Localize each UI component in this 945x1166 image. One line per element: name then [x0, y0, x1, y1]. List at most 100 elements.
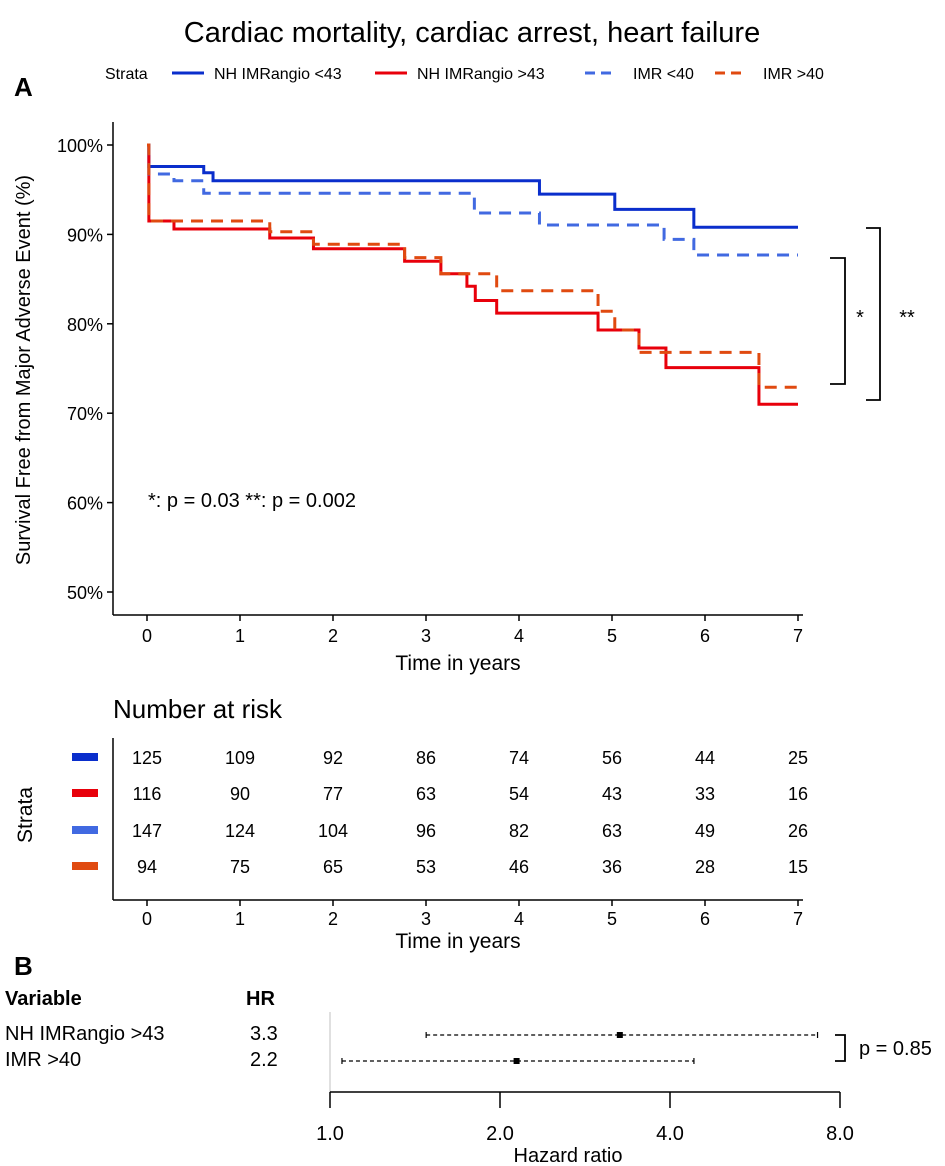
risk-count: 147 [132, 821, 162, 841]
x-tick-label: 4 [514, 626, 524, 646]
risk-count: 46 [509, 857, 529, 877]
legend: Strata NH IMRangio <43 NH IMRangio >43 IMR… [105, 66, 824, 83]
survival-curve-3 [147, 143, 798, 257]
risk-x-tick-label: 0 [142, 909, 152, 929]
legend-label: IMR <40 [633, 66, 694, 83]
variable-header: Variable [5, 988, 82, 1010]
risk-count: 63 [602, 821, 622, 841]
variable-name: NH IMRangio >43 [5, 1023, 165, 1045]
risk-count: 15 [788, 857, 808, 877]
risk-count: 53 [416, 857, 436, 877]
x-tick-label: 2 [328, 626, 338, 646]
survival-curve-1 [147, 143, 798, 229]
forest-pvalue: p = 0.85 [859, 1038, 932, 1060]
bracket-double [866, 227, 881, 401]
double-star-label: ** [899, 307, 915, 329]
risk-count: 86 [416, 748, 436, 768]
km-plot: Survival Free from Major Adverse Event (… [13, 122, 915, 675]
risk-count: 26 [788, 821, 808, 841]
legend-label: IMR >40 [763, 66, 824, 83]
risk-count: 28 [695, 857, 715, 877]
legend-label: NH IMRangio <43 [214, 66, 342, 83]
risk-count: 63 [416, 784, 436, 804]
risk-count: 109 [225, 748, 255, 768]
y-tick-label: 60% [67, 494, 103, 514]
legend-label: NH IMRangio >43 [417, 66, 545, 83]
y-tick-label: 70% [67, 404, 103, 424]
panel-label-a: A [14, 72, 33, 102]
y-tick-label: 90% [67, 225, 103, 245]
strata-color-key [72, 862, 98, 870]
risk-count: 90 [230, 784, 250, 804]
risk-table: Number at risk Strata Time in years 125 1… [14, 694, 808, 953]
risk-count: 124 [225, 821, 255, 841]
risk-count: 56 [602, 748, 622, 768]
strata-color-key [72, 826, 98, 834]
risk-count: 75 [230, 857, 250, 877]
x-tick-label: 1 [235, 626, 245, 646]
forest-x-tick-label: 8.0 [826, 1123, 854, 1145]
y-tick-label: 80% [67, 315, 103, 335]
hr-value: 2.2 [250, 1049, 278, 1071]
risk-x-tick-label: 7 [793, 909, 803, 929]
y-tick-label: 50% [67, 583, 103, 603]
survival-curve-2 [147, 143, 798, 406]
forest-plot: Variable HR Hazard ratio p = 0.85 1.0 2.0… [5, 988, 932, 1166]
risk-x-tick-label: 6 [700, 909, 710, 929]
risk-count: 36 [602, 857, 622, 877]
survival-curve-4 [147, 143, 798, 389]
x-tick-label: 6 [700, 626, 710, 646]
risk-x-axis-label: Time in years [395, 930, 520, 953]
risk-count: 25 [788, 748, 808, 768]
y-axis-label: Survival Free from Major Adverse Event (… [13, 175, 35, 565]
forest-x-axis-label: Hazard ratio [514, 1145, 623, 1166]
legend-title: Strata [105, 66, 148, 83]
risk-x-tick-label: 5 [607, 909, 617, 929]
panel-label-b: B [14, 951, 33, 981]
risk-count: 125 [132, 748, 162, 768]
risk-count: 92 [323, 748, 343, 768]
y-tick-label: 100% [57, 136, 103, 156]
risk-count: 33 [695, 784, 715, 804]
single-star-label: * [856, 307, 864, 329]
risk-count: 65 [323, 857, 343, 877]
risk-count: 16 [788, 784, 808, 804]
risk-count: 94 [137, 857, 157, 877]
risk-table-ylabel: Strata [14, 787, 37, 843]
pvalue-bracket [835, 1034, 846, 1062]
figure-title: Cardiac mortality, cardiac arrest, heart… [184, 17, 760, 49]
risk-x-tick-label: 2 [328, 909, 338, 929]
risk-count: 43 [602, 784, 622, 804]
forest-x-tick-label: 1.0 [316, 1123, 344, 1145]
forest-x-tick-label: 2.0 [486, 1123, 514, 1145]
bracket-single [830, 257, 846, 385]
risk-count: 116 [133, 784, 162, 804]
pvalue-annotation: *: p = 0.03 **: p = 0.002 [148, 490, 356, 512]
risk-x-tick-label: 3 [421, 909, 431, 929]
strata-color-key [72, 789, 98, 797]
x-tick-label: 5 [607, 626, 617, 646]
risk-table-title: Number at risk [113, 694, 283, 724]
x-axis-label: Time in years [395, 652, 520, 675]
risk-count: 77 [323, 784, 343, 804]
hr-header: HR [246, 988, 275, 1010]
risk-x-tick-label: 4 [514, 909, 524, 929]
hr-point [513, 1058, 520, 1064]
strata-color-key [72, 753, 98, 761]
variable-name: IMR >40 [5, 1049, 81, 1071]
x-tick-label: 3 [421, 626, 431, 646]
x-tick-label: 0 [142, 626, 152, 646]
risk-count: 82 [509, 821, 529, 841]
hr-value: 3.3 [250, 1023, 278, 1045]
risk-x-tick-label: 1 [235, 909, 245, 929]
risk-count: 74 [509, 748, 529, 768]
risk-count: 54 [509, 784, 529, 804]
risk-count: 44 [695, 748, 715, 768]
hr-point [616, 1032, 623, 1038]
x-tick-label: 7 [793, 626, 803, 646]
risk-count: 104 [318, 821, 348, 841]
forest-x-tick-label: 4.0 [656, 1123, 684, 1145]
risk-count: 96 [416, 821, 436, 841]
risk-count: 49 [695, 821, 715, 841]
